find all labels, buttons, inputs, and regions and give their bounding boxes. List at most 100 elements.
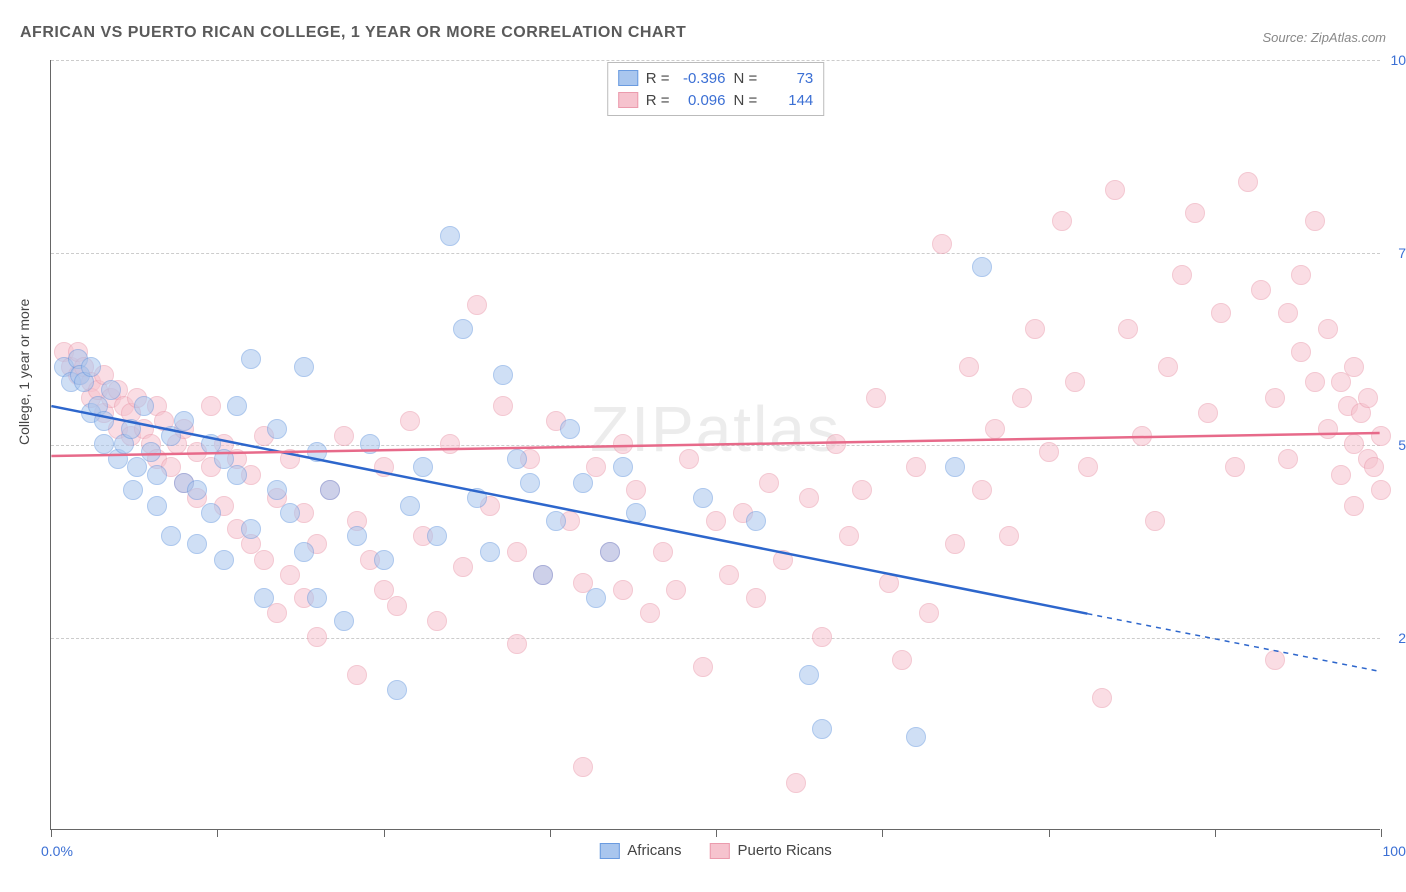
scatter-point-puerto-ricans [866, 388, 886, 408]
scatter-point-puerto-ricans [653, 542, 673, 562]
scatter-point-puerto-ricans [1318, 319, 1338, 339]
scatter-point-africans [81, 357, 101, 377]
scatter-point-puerto-ricans [1291, 265, 1311, 285]
x-tick [1215, 829, 1216, 837]
scatter-point-africans [746, 511, 766, 531]
scatter-point-africans [174, 411, 194, 431]
scatter-point-puerto-ricans [1132, 426, 1152, 446]
scatter-point-puerto-ricans [1211, 303, 1231, 323]
r-value-puerto-ricans: 0.096 [678, 92, 726, 109]
scatter-point-puerto-ricans [507, 634, 527, 654]
scatter-point-africans [453, 319, 473, 339]
scatter-point-puerto-ricans [1305, 211, 1325, 231]
scatter-point-puerto-ricans [1251, 280, 1271, 300]
scatter-point-puerto-ricans [945, 534, 965, 554]
y-tick-label: 75.0% [1386, 245, 1406, 261]
scatter-point-puerto-ricans [1278, 303, 1298, 323]
scatter-point-puerto-ricans [1145, 511, 1165, 531]
scatter-point-puerto-ricans [693, 657, 713, 677]
scatter-point-africans [307, 442, 327, 462]
scatter-point-puerto-ricans [812, 627, 832, 647]
scatter-point-puerto-ricans [759, 473, 779, 493]
n-label: N = [734, 92, 758, 109]
scatter-point-puerto-ricans [1331, 465, 1351, 485]
scatter-point-africans [241, 349, 261, 369]
r-value-africans: -0.396 [678, 70, 726, 87]
scatter-point-puerto-ricans [1265, 388, 1285, 408]
scatter-point-puerto-ricans [892, 650, 912, 670]
scatter-point-africans [799, 665, 819, 685]
scatter-point-puerto-ricans [1371, 426, 1391, 446]
x-tick-label-max: 100.0% [1383, 843, 1406, 859]
scatter-point-africans [187, 480, 207, 500]
n-value-africans: 73 [765, 70, 813, 87]
grid-line [51, 638, 1380, 639]
scatter-point-africans [586, 588, 606, 608]
scatter-point-africans [267, 419, 287, 439]
scatter-point-puerto-ricans [932, 234, 952, 254]
scatter-point-puerto-ricans [985, 419, 1005, 439]
scatter-point-africans [812, 719, 832, 739]
scatter-point-puerto-ricans [280, 565, 300, 585]
scatter-point-puerto-ricans [1358, 388, 1378, 408]
scatter-point-africans [320, 480, 340, 500]
scatter-point-africans [161, 526, 181, 546]
scatter-point-puerto-ricans [1105, 180, 1125, 200]
scatter-point-puerto-ricans [254, 550, 274, 570]
scatter-point-puerto-ricans [1265, 650, 1285, 670]
legend-label-africans: Africans [627, 842, 681, 859]
scatter-point-puerto-ricans [267, 603, 287, 623]
scatter-point-africans [546, 511, 566, 531]
scatter-point-puerto-ricans [773, 550, 793, 570]
x-tick-label-min: 0.0% [41, 843, 73, 859]
scatter-point-africans [400, 496, 420, 516]
bottom-legend: Africans Puerto Ricans [599, 842, 831, 859]
scatter-point-puerto-ricans [467, 295, 487, 315]
scatter-point-puerto-ricans [1344, 496, 1364, 516]
scatter-point-puerto-ricans [1025, 319, 1045, 339]
y-axis-label: College, 1 year or more [16, 299, 32, 445]
scatter-point-puerto-ricans [1078, 457, 1098, 477]
scatter-point-puerto-ricans [307, 627, 327, 647]
scatter-point-africans [467, 488, 487, 508]
x-tick [217, 829, 218, 837]
y-tick-label: 25.0% [1386, 630, 1406, 646]
scatter-point-africans [945, 457, 965, 477]
scatter-point-puerto-ricans [786, 773, 806, 793]
scatter-point-puerto-ricans [999, 526, 1019, 546]
scatter-point-africans [427, 526, 447, 546]
scatter-point-africans [121, 419, 141, 439]
source-attribution: Source: ZipAtlas.com [1262, 30, 1386, 45]
legend-label-puerto-ricans: Puerto Ricans [737, 842, 831, 859]
scatter-point-africans [507, 449, 527, 469]
scatter-point-puerto-ricans [959, 357, 979, 377]
scatter-point-puerto-ricans [613, 434, 633, 454]
scatter-point-africans [227, 465, 247, 485]
grid-line [51, 445, 1380, 446]
scatter-point-puerto-ricans [573, 757, 593, 777]
grid-line [51, 60, 1380, 61]
scatter-point-africans [134, 396, 154, 416]
scatter-point-puerto-ricans [1305, 372, 1325, 392]
x-tick [550, 829, 551, 837]
scatter-point-puerto-ricans [1185, 203, 1205, 223]
scatter-point-africans [533, 565, 553, 585]
scatter-point-africans [227, 396, 247, 416]
scatter-point-puerto-ricans [1278, 449, 1298, 469]
scatter-point-puerto-ricans [1371, 480, 1391, 500]
x-tick [384, 829, 385, 837]
legend-swatch-puerto-ricans [709, 843, 729, 859]
grid-line [51, 253, 1380, 254]
scatter-point-puerto-ricans [679, 449, 699, 469]
stats-row-puerto-ricans: R = 0.096 N = 144 [618, 89, 814, 111]
legend-item-puerto-ricans: Puerto Ricans [709, 842, 831, 859]
scatter-point-puerto-ricans [1291, 342, 1311, 362]
scatter-point-puerto-ricans [1318, 419, 1338, 439]
scatter-point-africans [613, 457, 633, 477]
n-label: N = [734, 70, 758, 87]
scatter-point-africans [560, 419, 580, 439]
scatter-point-africans [307, 588, 327, 608]
scatter-point-puerto-ricans [334, 426, 354, 446]
scatter-point-puerto-ricans [1238, 172, 1258, 192]
correlation-stats-box: R = -0.396 N = 73 R = 0.096 N = 144 [607, 62, 825, 116]
